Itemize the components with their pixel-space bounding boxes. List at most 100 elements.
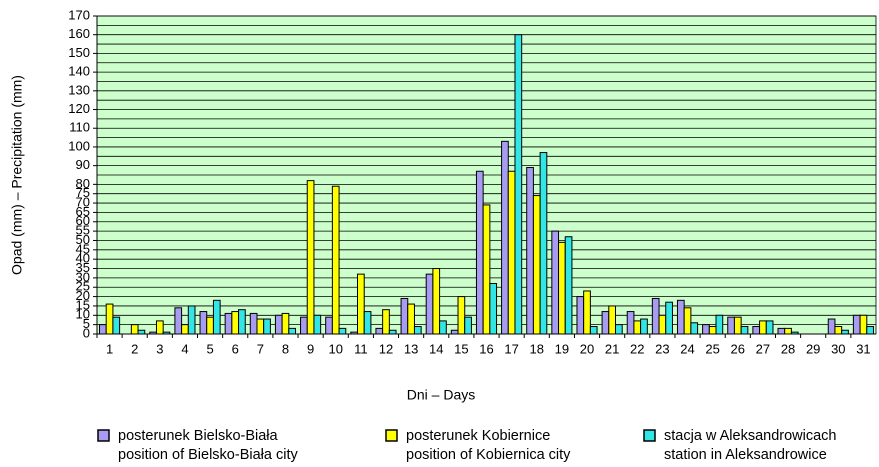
bar (112, 316, 121, 335)
bar (514, 34, 523, 335)
bar (727, 316, 735, 335)
bar (601, 311, 610, 335)
bar (231, 311, 240, 335)
x-tick-label: 5 (206, 341, 213, 356)
x-tick-label: 14 (429, 341, 443, 356)
y-tick-label: 20 (76, 288, 90, 303)
bar (475, 170, 484, 335)
y-tick-label: 160 (68, 26, 90, 41)
bar (249, 312, 258, 335)
bar (784, 327, 792, 335)
bar (683, 307, 692, 335)
bar (388, 329, 397, 335)
y-tick-label: 55 (76, 223, 90, 238)
bar (363, 311, 372, 335)
bar (331, 185, 340, 335)
bar (576, 296, 585, 335)
bar (263, 318, 271, 335)
bar (99, 324, 107, 335)
y-tick-label: 150 (68, 45, 90, 60)
bar (532, 195, 541, 335)
bar (199, 311, 208, 335)
bar (274, 314, 283, 335)
y-tick-label: 50 (76, 232, 90, 247)
bar (212, 299, 221, 335)
bar (400, 297, 409, 335)
bar (238, 309, 246, 335)
bar (676, 299, 685, 335)
bar (482, 204, 491, 335)
y-tick-label: 120 (68, 101, 90, 116)
x-tick-label: 8 (282, 341, 289, 356)
y-tick-label: 170 (68, 7, 90, 22)
y-tick-label: 100 (68, 138, 90, 153)
bar (338, 327, 347, 335)
x-tick-label: 22 (630, 341, 644, 356)
x-tick-label: 1 (106, 341, 113, 356)
x-tick-label: 2 (131, 341, 138, 356)
bar (852, 314, 861, 335)
y-tick-label: 110 (69, 120, 90, 135)
bar (407, 303, 415, 335)
bar (614, 324, 623, 335)
x-tick-label: 25 (705, 341, 719, 356)
bar (507, 170, 516, 335)
y-tick-label: 30 (76, 269, 90, 284)
bar (633, 320, 642, 335)
legend-label: posterunek Kobiernice (406, 428, 550, 444)
bar (539, 152, 548, 335)
x-tick-label: 18 (530, 341, 544, 356)
x-tick-label: 4 (181, 341, 188, 356)
x-tick-label: 20 (580, 341, 594, 356)
bar (859, 314, 868, 335)
y-tick-label: 0 (83, 325, 90, 340)
bar (651, 297, 660, 335)
x-tick-label: 13 (404, 341, 418, 356)
bar (224, 312, 233, 335)
bar (558, 241, 566, 335)
bar (450, 329, 459, 335)
bar (425, 273, 434, 335)
x-tick-label: 16 (479, 341, 493, 356)
bar (432, 268, 441, 335)
bar (526, 167, 534, 335)
x-tick-label: 23 (655, 341, 669, 356)
y-tick-label: 140 (68, 64, 90, 79)
y-tick-label: 80 (76, 176, 90, 191)
bar (740, 326, 749, 335)
legend-label: position of Bielsko-Biała city (118, 447, 298, 463)
bar (765, 320, 774, 335)
bar (752, 326, 761, 335)
x-tick-label: 11 (354, 341, 368, 356)
legend-swatch (385, 429, 398, 442)
bar (690, 322, 699, 335)
bar (464, 316, 472, 335)
x-tick-label: 19 (555, 341, 569, 356)
x-tick-label: 9 (307, 341, 314, 356)
y-tick-label: 15 (76, 297, 90, 312)
bar (489, 282, 498, 335)
y-tick-label: 10 (76, 307, 90, 322)
bar (733, 316, 742, 335)
bar (382, 309, 390, 335)
bar (375, 327, 384, 335)
y-tick-label: 5 (83, 316, 90, 331)
y-tick-label: 45 (76, 241, 90, 256)
y-tick-label: 65 (76, 204, 90, 219)
bar (187, 305, 196, 335)
bar (300, 316, 308, 335)
bar (413, 326, 422, 335)
bar (281, 312, 290, 335)
bar (608, 305, 616, 335)
x-tick-label: 3 (156, 341, 163, 356)
bar (759, 320, 767, 335)
bar (834, 326, 843, 335)
y-tick-label: 35 (76, 260, 90, 275)
legend-label: posterunek Bielsko-Biała (118, 428, 279, 444)
x-tick-label: 7 (257, 341, 264, 356)
bar (313, 314, 322, 335)
bar (583, 290, 591, 335)
x-tick-label: 24 (680, 341, 694, 356)
legend-label: position of Kobiernica city (406, 447, 571, 463)
